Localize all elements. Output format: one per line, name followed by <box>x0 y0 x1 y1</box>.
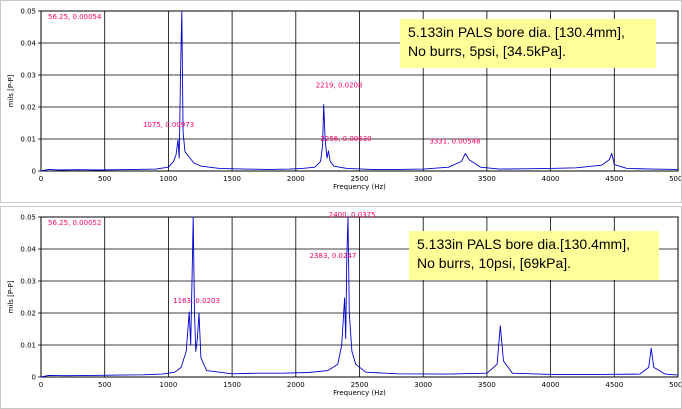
y-tick-label: 0 <box>32 374 36 382</box>
y-tick-label: 0.05 <box>20 8 36 16</box>
peak-annotation: 2400, 0.0375 <box>329 211 376 219</box>
condition-note-10psi: 5.133in PALS bore dia.[130.4mm], No burr… <box>409 231 659 280</box>
peak-annotation: 2256, 0.00630 <box>320 135 371 143</box>
spectrum-panel-10psi: 0 500 1000 1500 2000 2500 3000 3500 4000 4500 500 0… <box>0 206 682 409</box>
x-tick-label: 1500 <box>223 381 241 389</box>
condition-note-5psi: 5.133in PALS bore dia. [130.4mm], No bur… <box>400 19 656 68</box>
x-tick-label: 4000 <box>542 381 560 389</box>
y-tick-label: 0.04 <box>20 40 36 48</box>
x-tick-label: 3500 <box>478 381 496 389</box>
peak-annotation: 2383, 0.0247 <box>310 252 357 260</box>
y-tick-label: 0.03 <box>20 72 36 80</box>
condition-note-line: 5.133in PALS bore dia.[130.4mm], <box>417 236 630 252</box>
y-tick-label: 0.01 <box>20 342 36 350</box>
y-tick-label: 0.01 <box>20 136 36 144</box>
x-tick-label: 4500 <box>605 175 623 183</box>
x-tick-label: 2000 <box>287 175 305 183</box>
x-tick-label: 4500 <box>605 381 623 389</box>
spectrum-panel-5psi: 0 500 1000 1500 2000 2500 3000 3500 4000 4500 500 0… <box>0 0 682 203</box>
y-axis-label: mils [P-P] <box>7 74 15 107</box>
y-tick-label: 0.05 <box>20 214 36 222</box>
y-tick-label: 0.02 <box>20 104 36 112</box>
x-tick-label: 4000 <box>542 175 560 183</box>
x-tick-label: 3500 <box>478 175 496 183</box>
y-tick-label: 0.04 <box>20 246 36 254</box>
spectrum-trace <box>40 216 679 378</box>
peak-annotation: 3331, 0.00548 <box>429 137 480 145</box>
peak-annotation: 1163, 0.0203 <box>173 297 220 305</box>
condition-note-line: No burrs, 10psi, [69kPa]. <box>417 255 572 271</box>
x-tick-label: 2500 <box>351 175 369 183</box>
condition-note-line: 5.133in PALS bore dia. [130.4mm], <box>408 24 625 40</box>
x-tick-label: 0 <box>39 175 43 183</box>
x-tick-label: 0 <box>39 381 43 389</box>
x-tick-label: 3000 <box>414 381 432 389</box>
x-tick-label: 2500 <box>351 381 369 389</box>
x-axis-label: Frequency (Hz) <box>333 389 386 397</box>
x-tick-label: 3000 <box>414 175 432 183</box>
x-tick-label: 1000 <box>159 175 177 183</box>
x-tick-label: 2000 <box>287 381 305 389</box>
cursor-readout: 56.25, 0.00052 <box>48 219 101 227</box>
x-tick-label: 500 <box>98 381 111 389</box>
x-tick-label: 1500 <box>223 175 241 183</box>
spectrum-trace <box>40 10 679 172</box>
y-axis-label: mils [P-P] <box>7 280 15 313</box>
cursor-readout: 56.25, 0.00054 <box>48 13 102 21</box>
peak-annotation: 2219, 0.0208 <box>316 81 363 89</box>
y-tick-label: 0 <box>32 168 36 176</box>
x-axis-label: Frequency (Hz) <box>333 183 386 191</box>
y-tick-label: 0.02 <box>20 310 36 318</box>
y-tick-label: 0.03 <box>20 278 36 286</box>
x-tick-label: 1000 <box>159 381 177 389</box>
condition-note-line: No burrs, 5psi, [34.5kPa]. <box>408 43 566 59</box>
x-tick-label: 500 <box>98 175 111 183</box>
peak-annotation: 1075, 0.00973 <box>143 121 194 129</box>
